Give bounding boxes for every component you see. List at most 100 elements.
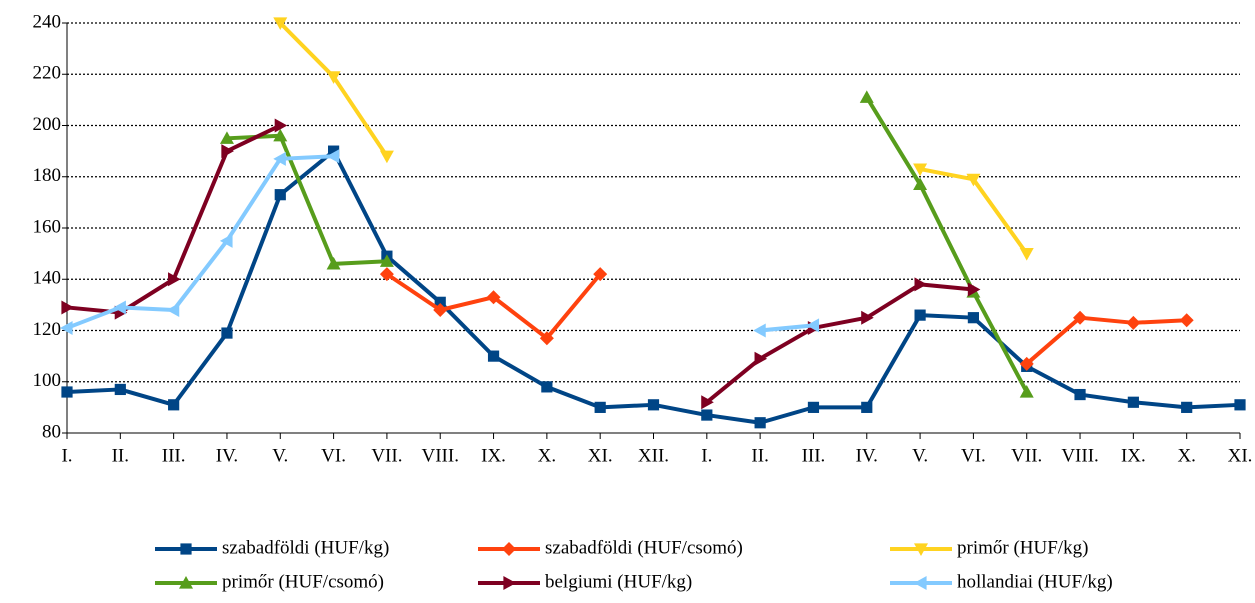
marker xyxy=(487,350,500,362)
x-tick-label: IX. xyxy=(1121,445,1146,466)
marker xyxy=(753,323,766,338)
x-tick-label: III. xyxy=(162,445,186,466)
marker xyxy=(434,296,446,308)
x-tick-label: X. xyxy=(1177,445,1195,466)
marker xyxy=(273,151,286,166)
y-tick-label: 220 xyxy=(33,63,62,84)
marker xyxy=(113,300,126,315)
y-tick-label: 180 xyxy=(33,165,62,186)
x-tick-label: VII. xyxy=(1011,445,1042,466)
y-tick-label: 160 xyxy=(33,216,62,237)
y-tick-label: 100 xyxy=(33,370,62,391)
marker xyxy=(326,256,341,270)
marker xyxy=(1179,313,1194,328)
marker xyxy=(502,542,516,556)
x-tick-label: VII. xyxy=(371,445,402,466)
legend-label: szabadföldi (HUF/kg) xyxy=(222,537,389,558)
marker xyxy=(914,543,928,556)
marker xyxy=(806,318,820,333)
marker xyxy=(180,543,192,555)
marker xyxy=(168,399,180,411)
x-tick-label: IV. xyxy=(216,445,238,466)
x-tick-label: X. xyxy=(538,445,556,466)
marker xyxy=(1019,248,1034,261)
x-tick-label: VI. xyxy=(321,445,346,466)
series-line xyxy=(66,123,974,404)
y-tick-label: 240 xyxy=(33,11,62,32)
marker xyxy=(1234,399,1246,411)
marker xyxy=(433,303,448,317)
marker xyxy=(326,71,341,84)
marker xyxy=(219,131,234,144)
x-tick-label: VIII. xyxy=(1061,445,1098,466)
series-line xyxy=(226,96,1029,393)
marker xyxy=(541,381,553,393)
marker xyxy=(913,163,928,177)
marker xyxy=(966,173,981,187)
marker xyxy=(754,351,768,366)
x-tick-label: V. xyxy=(912,445,928,466)
marker xyxy=(861,401,873,413)
marker xyxy=(754,417,766,429)
marker xyxy=(914,277,928,292)
marker xyxy=(379,267,394,282)
x-tick-label: I. xyxy=(701,445,712,466)
marker xyxy=(273,17,288,30)
marker xyxy=(914,309,926,321)
legend-label: szabadföldi (HUF/csomó) xyxy=(545,537,743,558)
x-tick-label: IX. xyxy=(481,445,506,466)
marker xyxy=(861,310,874,325)
marker xyxy=(913,177,928,191)
marker xyxy=(967,312,980,324)
marker xyxy=(221,327,233,339)
marker xyxy=(379,254,394,267)
x-tick-label: XI. xyxy=(588,445,613,466)
marker xyxy=(1073,310,1088,325)
series-line xyxy=(278,21,1029,255)
x-tick-label: XI. xyxy=(1228,445,1253,466)
marker xyxy=(967,282,981,297)
marker xyxy=(61,300,74,315)
x-tick-label: V. xyxy=(272,445,288,466)
x-tick-label: III. xyxy=(802,445,826,466)
marker xyxy=(539,331,554,346)
marker xyxy=(166,303,180,317)
x-tick-label: VIII. xyxy=(422,445,459,466)
marker xyxy=(61,386,73,398)
legend-label: hollandiai (HUF/kg) xyxy=(957,571,1113,592)
legend-label: primőr (HUF/kg) xyxy=(957,537,1088,558)
marker xyxy=(379,150,394,164)
marker xyxy=(486,290,501,305)
marker xyxy=(274,118,288,133)
y-tick-label: 140 xyxy=(33,268,62,289)
marker xyxy=(168,272,181,287)
marker xyxy=(326,149,340,164)
x-tick-label: II. xyxy=(112,445,129,466)
x-tick-label: II. xyxy=(751,445,768,466)
marker xyxy=(179,576,193,589)
marker xyxy=(1181,401,1193,413)
marker xyxy=(807,401,820,413)
marker xyxy=(594,401,606,413)
y-tick-label: 120 xyxy=(33,319,62,340)
marker xyxy=(60,320,73,335)
marker xyxy=(273,128,288,142)
legend-label: primőr (HUF/csomó) xyxy=(222,571,384,592)
marker xyxy=(593,267,608,282)
marker xyxy=(219,233,233,248)
marker xyxy=(221,144,234,159)
marker xyxy=(1019,385,1034,398)
marker xyxy=(859,90,874,103)
marker xyxy=(1127,396,1139,408)
marker xyxy=(1126,315,1141,330)
x-tick-label: VI. xyxy=(961,445,986,466)
marker xyxy=(1074,388,1086,401)
marker xyxy=(114,383,126,396)
marker xyxy=(701,395,714,410)
series-line xyxy=(385,272,1187,366)
legend-label: belgiumi (HUF/kg) xyxy=(545,571,692,592)
series-line xyxy=(66,154,814,333)
marker xyxy=(701,409,713,421)
marker xyxy=(914,576,927,590)
